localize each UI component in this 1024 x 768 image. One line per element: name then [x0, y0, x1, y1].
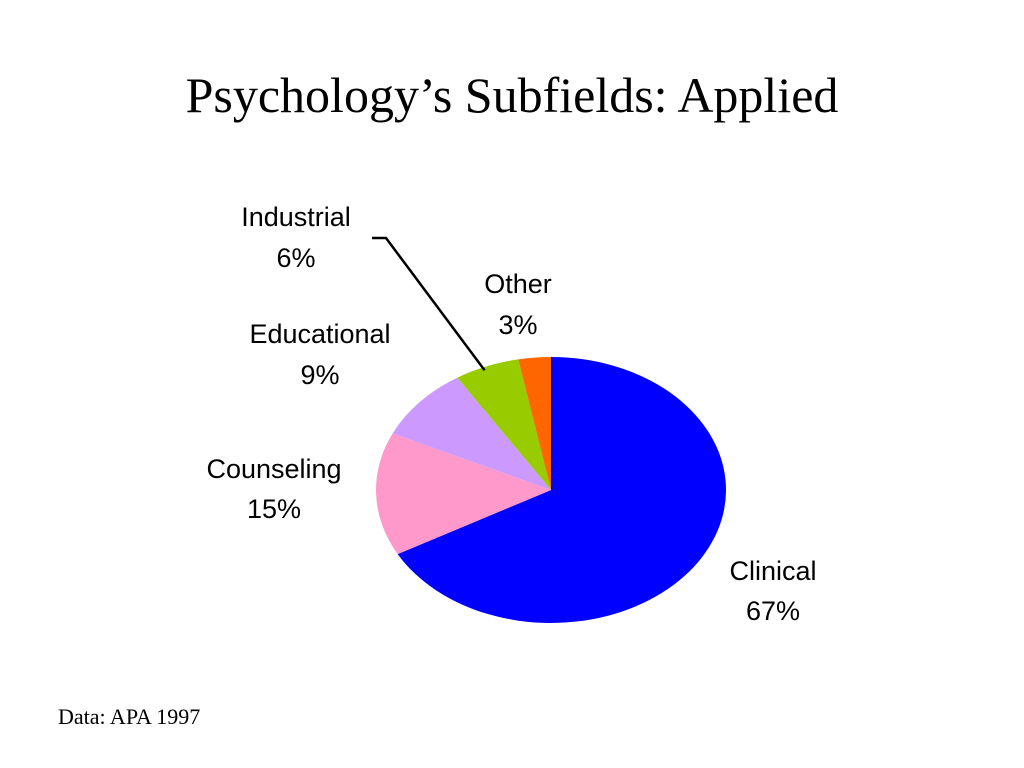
pie-slice-other [518, 357, 551, 490]
pie-slice-industrial [457, 359, 551, 490]
slice-value-counseling: 15% [247, 494, 301, 524]
pie-slice-educational [392, 377, 551, 490]
slice-label-educational: Educational [249, 319, 390, 349]
slice-value-other: 3% [498, 310, 537, 340]
slice-label-industrial: Industrial [241, 202, 351, 232]
slice-label-counseling: Counseling [206, 454, 341, 484]
page-title: Psychology’s Subfields: Applied [186, 67, 839, 123]
slice-label-other: Other [484, 269, 552, 299]
pie-chart [376, 357, 727, 623]
leader-line-industrial [372, 236, 486, 372]
slice-label-clinical: Clinical [729, 556, 816, 586]
source-note: Data: APA 1997 [58, 704, 200, 729]
slice-value-industrial: 6% [276, 243, 315, 273]
slice-value-clinical: 67% [746, 596, 800, 626]
slice-value-educational: 9% [300, 360, 339, 390]
pie-slice-counseling [376, 433, 551, 555]
pie-slice-clinical [397, 357, 727, 623]
pie-labels: Clinical 67% Counseling 15% Educational 9% Ind… [206, 202, 816, 626]
